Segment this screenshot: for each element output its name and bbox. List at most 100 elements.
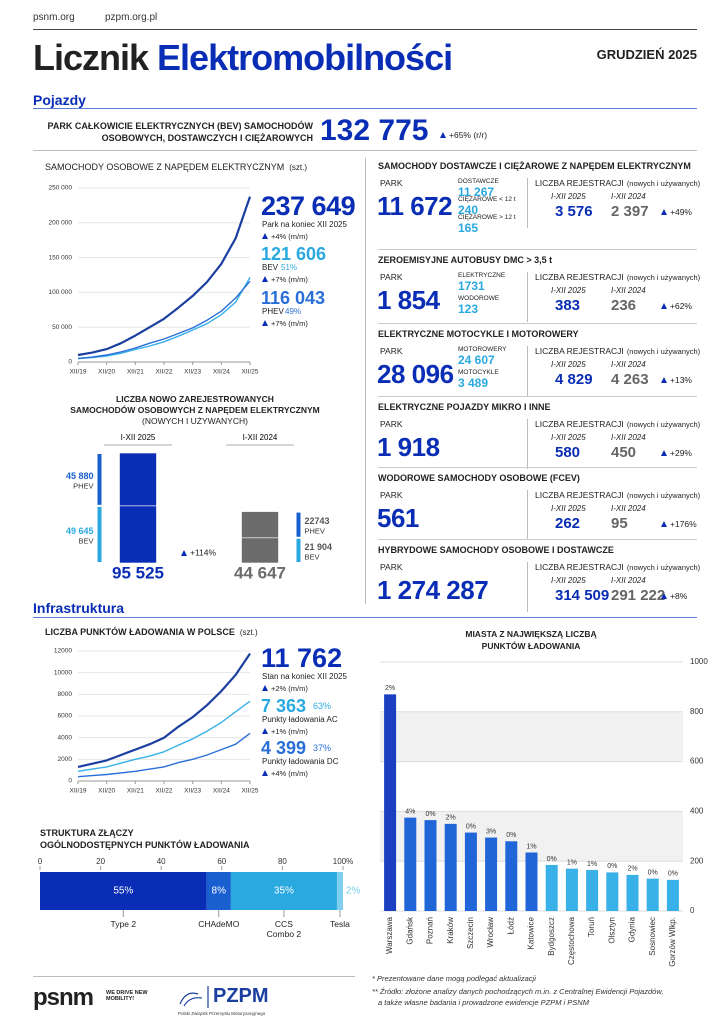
registrations-title: LICZBA REJESTRACJI (535, 419, 624, 429)
breakdown-label: DOSTAWCZE (458, 178, 499, 185)
x-tick-label: XII/21 (127, 369, 144, 376)
icon-arc (179, 992, 199, 1005)
title-part: Elektromobilności (157, 37, 453, 78)
y-tick-label: 200 000 (49, 220, 73, 227)
y-tick-label: 800 (690, 707, 704, 716)
chart-title-text: LICZBA PUNKTÓW ŁADOWANIA W POLSCE (45, 627, 235, 637)
category-label: CHAdeMO (198, 919, 240, 929)
divider (527, 419, 528, 469)
bar-annotation: 0% (425, 811, 435, 818)
y-tick-label: 12000 (54, 648, 72, 655)
x-tick-label: XII/23 (184, 369, 201, 376)
x-tick-label: Kraków (446, 917, 455, 944)
bev-share: 51% (281, 263, 298, 272)
series-name: BEV (305, 552, 320, 561)
dc-label: Punkty ładowania DC (262, 757, 339, 766)
registrations-value: 580 (555, 444, 581, 461)
y-tick-label: 0 (68, 778, 72, 785)
chart-title: LICZBA PUNKTÓW ŁADOWANIA W POLSCE (szt.) (45, 628, 258, 637)
section-title: SAMOCHODY DOSTAWCZE I CIĘŻAROWE Z NAPĘDE… (378, 161, 691, 171)
value-label: 45 880 (66, 471, 94, 481)
bar (505, 841, 518, 911)
section-heading: Pojazdy (33, 92, 86, 108)
x-tick-label: XII/19 (70, 788, 87, 795)
bar (646, 878, 659, 911)
bev-name: BEV (262, 263, 279, 272)
total-value: 237 649 (261, 191, 356, 221)
psnm-tagline: WE DRIVE NEW MOBILITY! (106, 990, 148, 1003)
divider (527, 346, 528, 396)
period: I-XII 2024 (611, 504, 646, 513)
phev-share: 49% (285, 307, 302, 316)
bar (525, 852, 538, 911)
registrations-label: LICZBA REJESTRACJI (nowych i używanych) (535, 420, 700, 429)
period: I-XII 2025 (551, 192, 586, 201)
icon-arc (183, 997, 203, 1007)
x-tick-label: XII/20 (98, 369, 115, 376)
park-label: PARK CAŁKOWICIE ELEKTRYCZNYCH (BEV) SAMO… (47, 121, 314, 131)
chart-unit: (szt.) (239, 628, 258, 637)
breakdown-value: 24 607 (458, 353, 495, 367)
legend-strip (97, 454, 102, 505)
section-title: ZEROEMISYJNE AUTOBUSY DMC > 3,5 t (378, 255, 553, 265)
registrations-label: LICZBA REJESTRACJI (nowych i używanych) (535, 563, 700, 572)
park-label: PARK (380, 272, 403, 282)
x-tick-label: Wrocław (486, 917, 495, 948)
bar-segment (119, 452, 157, 507)
registrations-title: LICZBA REJESTRACJI (535, 346, 624, 356)
ac-label: Punkty ładowania AC (262, 715, 338, 724)
rule (33, 617, 697, 618)
change: +8% (661, 592, 687, 601)
y-tick-label: 2000 (58, 756, 73, 763)
chart-title: SAMOCHODY OSOBOWE Z NAPĘDEM ELEKTRYCZNYM… (45, 163, 307, 172)
park-label: PARK (380, 178, 403, 188)
y-tick-label: 0 (690, 906, 695, 915)
x-tick-label: Olsztyn (607, 917, 616, 944)
change: +62% (661, 302, 692, 311)
grid-band (380, 711, 683, 762)
total-label: Stan na koniec XII 2025 (262, 672, 347, 681)
breakdown-label: WODOROWE (458, 295, 500, 302)
park-label: PARK (380, 562, 403, 572)
title-part: Licznik (33, 37, 149, 78)
bar-segment (206, 872, 231, 910)
change: +65% (r/r) (440, 131, 487, 140)
chart-title-text: SAMOCHODY OSOBOWE Z NAPĘDEM ELEKTRYCZNYM (45, 162, 285, 172)
series-name: PHEV (73, 481, 93, 490)
value-label: 49 645 (66, 526, 94, 536)
registrations-note: (nowych i używanych) (626, 273, 701, 282)
ac-value: 7 363 (261, 696, 307, 716)
x-tick-label: Bydgoszcz (547, 917, 556, 956)
link: pzpm.org.pl (105, 12, 158, 23)
bev-value: 121 606 (261, 244, 327, 264)
category-label: Type 2 (110, 919, 137, 929)
breakdown-label: ELEKTRYCZNE (458, 272, 506, 279)
x-tick-label: Częstochowa (567, 916, 576, 965)
y-tick-label: 150 000 (49, 254, 73, 261)
x-tick-label: Sosnowiec (648, 917, 657, 956)
bar-segment (230, 872, 337, 910)
registrations-value: 4 829 (555, 371, 593, 388)
legend-strip (296, 538, 301, 562)
registrations-note: (nowych i używanych) (626, 563, 701, 572)
bar-annotation: 1% (526, 843, 536, 850)
park-value: 132 775 (320, 114, 429, 147)
bar-segment (241, 537, 279, 564)
category-label: I-XII 2025 (121, 433, 156, 442)
bar (384, 694, 397, 911)
period: I-XII 2024 (611, 433, 646, 442)
series-line (77, 196, 252, 357)
footnote: * Prezentowane dane mogą podlegać aktual… (372, 974, 536, 983)
change: +49% (661, 208, 692, 217)
registrations-value: 2 397 (611, 203, 649, 220)
x-tick-label: XII/19 (70, 369, 87, 376)
x-tick-label: XII/24 (213, 788, 230, 795)
series-line (77, 280, 251, 360)
bar-annotation: 1% (567, 860, 577, 867)
change: +2% (m/m) (262, 685, 308, 693)
x-tick-label: XII/22 (156, 369, 173, 376)
divider (527, 272, 528, 322)
chart-unit: (szt.) (289, 163, 307, 172)
rule (33, 108, 697, 109)
